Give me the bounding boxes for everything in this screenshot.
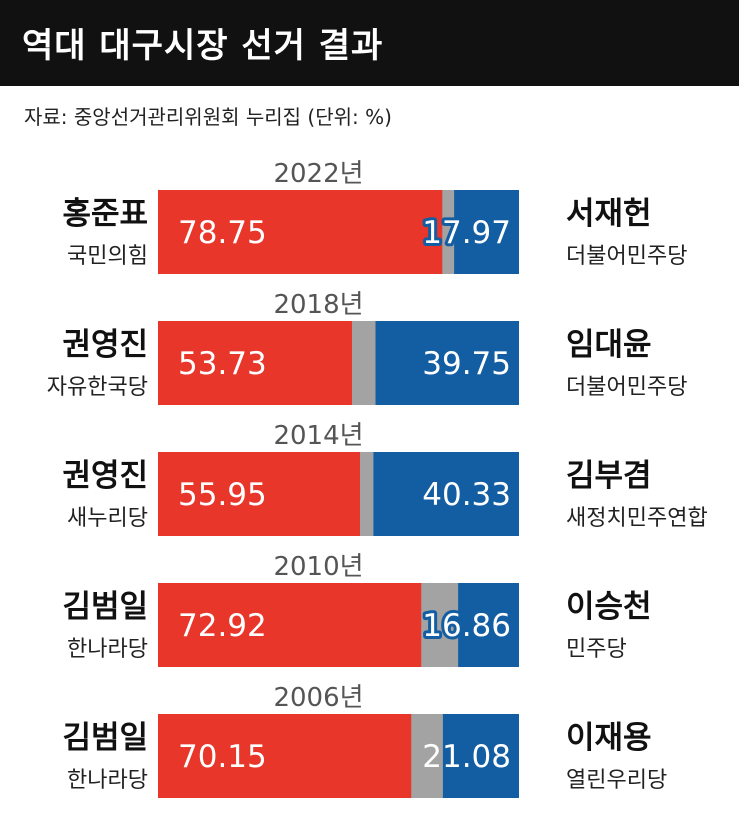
left-candidate-party: 새누리당	[67, 506, 148, 531]
year-label: 2010년	[273, 552, 363, 582]
right-candidate-party: 더불어민주당	[566, 244, 687, 269]
left-candidate-party: 한나라당	[67, 637, 148, 662]
right-value-label: 21.08	[422, 739, 511, 775]
right-candidate-bar	[458, 583, 519, 667]
left-candidate-name: 홍준표	[62, 196, 148, 232]
left-value-label: 78.75	[178, 215, 267, 251]
right-value-label: 39.75	[422, 346, 511, 382]
left-candidate-party: 한나라당	[67, 768, 148, 793]
right-candidate-party: 열린우리당	[566, 768, 667, 793]
left-candidate-bar	[158, 452, 360, 536]
year-label: 2022년	[273, 159, 363, 189]
left-candidate-name: 김범일	[62, 720, 148, 756]
left-candidate-bar	[158, 583, 422, 667]
right-candidate-party: 더불어민주당	[566, 375, 687, 400]
left-candidate-bar	[158, 714, 412, 798]
left-value-label: 72.92	[178, 608, 267, 644]
year-label: 2006년	[273, 683, 363, 713]
left-candidate-bar	[158, 321, 352, 405]
source-note: 자료: 중앙선거관리위원회 누리집 (단위: %)	[24, 105, 392, 129]
right-candidate-party: 민주당	[566, 637, 627, 662]
left-value-label: 55.95	[178, 477, 267, 513]
right-candidate-bar	[454, 190, 519, 274]
left-value-label: 70.15	[178, 739, 267, 775]
year-label: 2018년	[273, 290, 363, 320]
left-candidate-name: 권영진	[62, 327, 148, 363]
left-candidate-name: 권영진	[62, 458, 148, 494]
right-candidate-bar	[442, 714, 519, 798]
right-candidate-name: 서재헌	[566, 196, 652, 232]
right-candidate-name: 김부겸	[566, 458, 652, 494]
left-value-label: 53.73	[178, 346, 267, 382]
right-candidate-party: 새정치민주연합	[566, 506, 708, 531]
right-candidate-name: 이승천	[566, 589, 652, 625]
right-value-label: 40.33	[422, 477, 511, 513]
title-bar: 역대 대구시장 선거 결과	[0, 0, 739, 86]
left-candidate-bar	[158, 190, 443, 274]
right-value-label: 17.97	[422, 215, 511, 251]
right-candidate-name: 이재용	[566, 720, 652, 756]
right-candidate-bar	[375, 321, 519, 405]
chart-title: 역대 대구시장 선거 결과	[22, 26, 384, 66]
left-candidate-party: 자유한국당	[47, 375, 148, 400]
year-label: 2014년	[273, 421, 363, 451]
left-candidate-party: 국민의힘	[67, 244, 148, 269]
left-candidate-name: 김범일	[62, 589, 148, 625]
right-candidate-bar	[373, 452, 519, 536]
right-value-label: 16.86	[422, 608, 511, 644]
right-candidate-name: 임대윤	[566, 327, 652, 363]
